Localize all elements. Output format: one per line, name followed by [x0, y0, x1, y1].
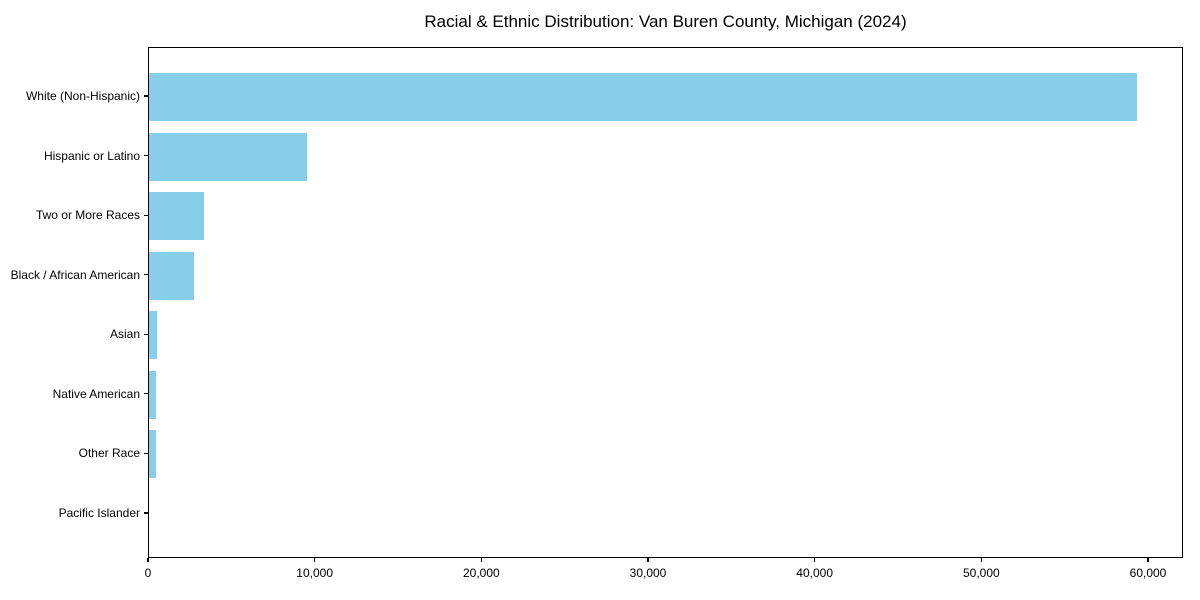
bar-other-race	[149, 430, 156, 479]
x-tick-label-0: 0	[144, 566, 152, 580]
x-tick-label-60000: 60,000	[1129, 566, 1167, 580]
bar-hispanic-or-latino	[149, 132, 308, 181]
x-tick-label-50000: 50,000	[962, 566, 1000, 580]
y-tick-label-white-non-hispanic: White (Non-Hispanic)	[25, 89, 140, 103]
y-tick-label-asian: Asian	[109, 327, 140, 342]
y-tick-mark	[144, 393, 148, 395]
y-tick-label-native-american: Native American	[52, 386, 140, 401]
y-tick-mark	[144, 512, 148, 514]
bar-white-non-hispanic	[149, 73, 1138, 121]
bar-two-or-more-races	[149, 192, 204, 241]
x-tick-label-30000: 30,000	[629, 566, 667, 580]
y-tick-label-two-or-more-races: Two or More Races	[35, 208, 140, 223]
x-tick-label-20000: 20,000	[462, 566, 500, 580]
bar-native-american	[149, 370, 156, 419]
x-tick-mark	[980, 558, 982, 562]
x-tick-mark	[314, 558, 316, 562]
x-tick-mark	[814, 558, 816, 562]
y-tick-label-other-race: Other Race	[78, 446, 140, 461]
y-tick-label-black-african-american: Black / African American	[10, 267, 140, 282]
bar-black-african-american	[149, 251, 194, 300]
x-tick-label-40000: 40,000	[796, 566, 834, 580]
x-tick-label-10000: 10,000	[296, 566, 334, 580]
chart-title: Racial & Ethnic Distribution: Van Buren …	[424, 12, 907, 31]
x-tick-mark	[147, 558, 149, 562]
y-tick-label-pacific-islander: Pacific Islander	[58, 505, 140, 520]
plot-area	[148, 47, 1183, 558]
x-tick-mark	[480, 558, 482, 562]
x-tick-mark	[647, 558, 649, 562]
bar-asian	[149, 311, 157, 360]
y-tick-mark	[144, 95, 148, 97]
x-tick-mark	[1147, 558, 1149, 562]
y-tick-mark	[144, 274, 148, 276]
y-tick-mark	[144, 333, 148, 335]
y-tick-mark	[144, 154, 148, 157]
y-tick-mark	[144, 214, 148, 216]
y-tick-label-hispanic-or-latino: Hispanic or Latino	[43, 148, 140, 163]
y-tick-mark	[144, 452, 148, 454]
